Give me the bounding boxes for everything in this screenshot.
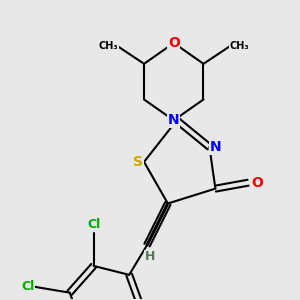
Text: N: N	[210, 140, 221, 154]
Text: CH₃: CH₃	[230, 41, 249, 51]
Text: S: S	[133, 155, 143, 169]
Text: O: O	[251, 176, 263, 190]
Text: CH₃: CH₃	[99, 41, 118, 51]
Text: O: O	[168, 36, 180, 50]
Text: Cl: Cl	[22, 280, 35, 293]
Text: Cl: Cl	[87, 218, 100, 231]
Text: H: H	[145, 250, 155, 263]
Text: N: N	[168, 113, 180, 127]
